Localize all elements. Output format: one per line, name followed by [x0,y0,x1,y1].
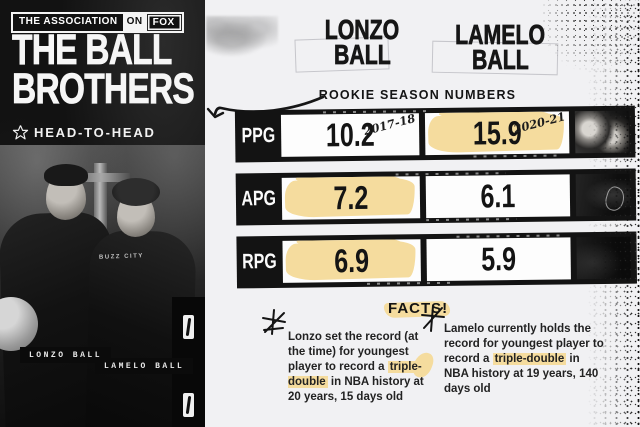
star-doodle-icon [12,125,29,140]
lamelo-apg-cell: 6.1 [425,174,571,219]
lamelo-apg-value: 6.1 [480,177,516,215]
head-to-head-label: HEAD-TO-HEAD [34,125,156,140]
lonzo-apg-cell: 7.2 [281,176,421,220]
ink-smudge-decoration [206,16,278,58]
title-line-2: BROTHERS [12,65,195,113]
lamelo-header-line2: BALL [471,44,529,75]
stat-row-rpg: RPG 6.9 5.9 [236,231,638,289]
lamelo-name-tag: LAMELO BALL [95,358,194,374]
stats-table: PPG 10.2 2017-18 15.9 2020-21 APG 7.2 6.… [234,105,638,300]
left-panel: THE ASSOCIATION ON FOX THE BALL BROTHERS… [0,0,205,427]
film-ticks [366,281,457,285]
nba-logo-icon [183,393,194,417]
lonzo-header-line2: BALL [333,39,391,70]
lonzo-header-line1: LONZO [324,14,400,45]
badge-association-label: THE ASSOCIATION [13,14,123,31]
film-ticks [473,154,564,158]
section-title: ROOKIE SEASON NUMBERS [318,88,517,102]
stat-row-ppg: PPG 10.2 2017-18 15.9 2020-21 [234,105,636,163]
stat-label: RPG [242,249,278,274]
association-on-fox-badge: THE ASSOCIATION ON FOX [11,12,184,33]
stat-row-apg: APG 7.2 6.1 [235,168,637,226]
lamelo-rpg-cell: 5.9 [426,237,571,282]
lonzo-apg-value: 7.2 [333,178,369,217]
lonzo-name-tag: LONZO BALL [20,347,112,363]
page-title: THE BALL BROTHERS [12,26,245,113]
lamelo-column-header: LAMELO BALL [436,19,564,75]
lamelo-rpg-value: 5.9 [481,240,517,278]
lamelo-fact: Lamelo currently holds the record for yo… [444,322,604,397]
fact-text: in NBA history at 19 years, 140 days old [444,352,599,395]
lonzo-fact: Lonzo set the record (at the time) for y… [288,330,428,405]
fact-highlight: triple-double [492,352,567,365]
lonzo-column-header: LONZO BALL [302,14,422,70]
lonzo-ppg-cell: 10.2 2017-18 [280,113,420,157]
lonzo-rpg-value: 6.9 [334,241,370,280]
film-ticks [426,218,517,222]
nba-logo-icon [183,315,194,339]
lamelo-header-line1: LAMELO [455,19,545,50]
fact-text: Lonzo set the record (at the time) for y… [288,331,419,373]
brothers-photo: BUZZ CITY LONZO BALL LAMELO BALL [0,145,205,427]
title-line-1: THE BALL [12,26,173,74]
lamelo-face [112,178,160,237]
fact-text: in NBA history at 20 years, 15 days old [288,375,424,403]
head-to-head-subtitle: HEAD-TO-HEAD [12,124,156,141]
curved-arrow-icon [206,95,325,119]
fact-text: Lamelo currently holds the record for yo… [444,323,604,365]
badge-fox-label: FOX [147,15,181,30]
badge-on-label: ON [122,14,147,31]
grunge-speckle-right [586,0,640,427]
lonzo-face [44,164,88,220]
lonzo-rpg-cell: 6.9 [282,239,421,283]
stat-label: APG [241,186,277,211]
star-doodle-icon [262,309,286,335]
lamelo-ppg-cell: 15.9 2020-21 [424,111,570,156]
star-doodle-icon [421,305,445,332]
stat-label: PPG [241,123,276,148]
